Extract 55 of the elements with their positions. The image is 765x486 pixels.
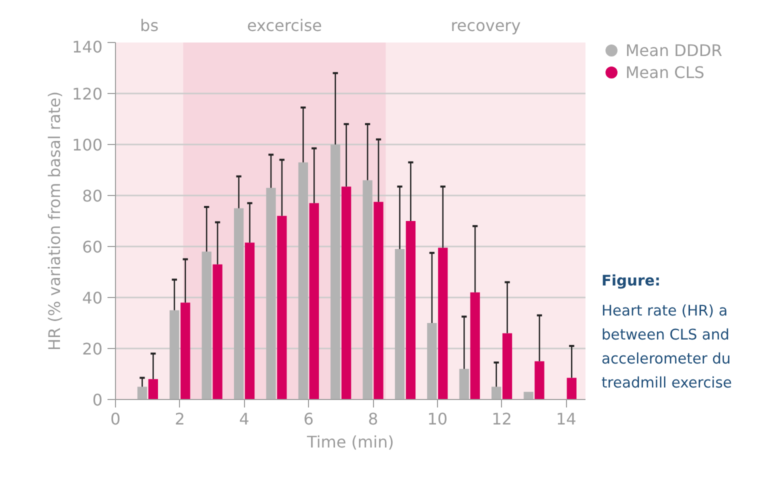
bar bbox=[277, 216, 287, 400]
bar bbox=[234, 208, 244, 400]
y-tick-label: 140 bbox=[72, 38, 103, 56]
band-label: excercise bbox=[246, 16, 322, 35]
y-tick-label: 20 bbox=[82, 340, 102, 358]
bar bbox=[266, 188, 276, 400]
text: accelerometer du bbox=[602, 350, 731, 368]
x-tick-label: 12 bbox=[492, 410, 512, 428]
bar bbox=[137, 386, 148, 400]
y-tick-label: 40 bbox=[82, 288, 102, 308]
y-axis-title: HR (% variation from basal rate) bbox=[44, 91, 64, 351]
x-tick-label: 14 bbox=[556, 410, 576, 428]
bar bbox=[492, 386, 502, 400]
bar bbox=[394, 249, 405, 400]
bar bbox=[362, 180, 372, 400]
y-tick-label: 80 bbox=[82, 186, 102, 206]
bar bbox=[341, 186, 352, 400]
bar bbox=[202, 252, 212, 400]
bar bbox=[298, 162, 308, 400]
x-tick-label: 10 bbox=[427, 410, 448, 428]
bar bbox=[212, 264, 222, 400]
bar bbox=[170, 310, 180, 400]
text: Heart rate (HR) a bbox=[602, 302, 728, 320]
bar bbox=[566, 378, 576, 400]
bar bbox=[180, 302, 190, 400]
y-tick-label: 120 bbox=[72, 84, 103, 104]
bar bbox=[148, 379, 158, 400]
bar bbox=[330, 144, 340, 400]
x-tick-label: 4 bbox=[239, 410, 250, 428]
x-tick-label: 0 bbox=[110, 410, 121, 428]
bar bbox=[244, 242, 255, 400]
y-tick-label: 100 bbox=[72, 136, 103, 154]
bar bbox=[459, 368, 469, 400]
bar bbox=[374, 202, 384, 400]
x-tick-label: 8 bbox=[368, 410, 378, 428]
x-tick-label: 6 bbox=[304, 410, 314, 428]
bar bbox=[524, 392, 534, 400]
x-axis-title: Time (min) bbox=[306, 432, 394, 452]
band-label: recovery bbox=[450, 16, 521, 35]
bar bbox=[427, 323, 437, 400]
text: treadmill exercise bbox=[602, 374, 732, 392]
legend-label: Mean CLS bbox=[626, 63, 704, 82]
x-tick-label: 2 bbox=[174, 410, 185, 428]
y-tick-label: 60 bbox=[82, 238, 102, 256]
bar bbox=[309, 203, 319, 400]
bar bbox=[438, 248, 448, 400]
legend-label: Mean DDDR bbox=[626, 41, 722, 60]
bar bbox=[406, 221, 416, 400]
bar bbox=[534, 361, 544, 400]
text: Figure: bbox=[602, 272, 660, 290]
band-label: bs bbox=[140, 16, 159, 35]
bar bbox=[502, 333, 512, 400]
y-tick-label: 0 bbox=[92, 390, 103, 410]
text: between CLS and bbox=[602, 326, 730, 344]
bar bbox=[470, 292, 480, 400]
